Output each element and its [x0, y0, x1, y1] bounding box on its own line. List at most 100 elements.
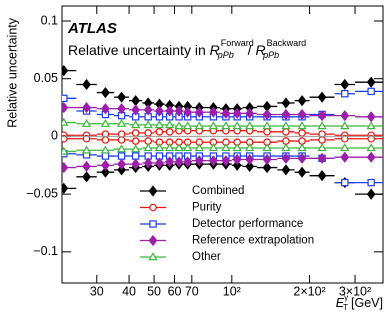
marker [117, 103, 126, 115]
marker [155, 128, 164, 136]
marker [297, 166, 307, 178]
marker [131, 120, 141, 129]
marker [117, 136, 126, 144]
marker [62, 65, 69, 77]
marker [262, 108, 272, 121]
y-tick-label: −0.05 [26, 186, 58, 200]
atlas-label: ATLAS [67, 20, 117, 37]
legend-label: Other [192, 251, 221, 263]
subtitle-part: R [255, 42, 265, 58]
marker [165, 156, 175, 168]
marker [366, 111, 376, 123]
marker [282, 128, 290, 136]
marker [366, 188, 376, 200]
marker [174, 143, 184, 152]
marker [281, 143, 291, 152]
x-label-part: γ [344, 293, 348, 302]
marker [131, 95, 141, 107]
plot-frame [61, 5, 384, 284]
y-axis-label: Relative uncertainty [5, 17, 19, 128]
marker [100, 145, 111, 154]
marker [232, 107, 242, 119]
marker [297, 121, 307, 130]
marker [367, 178, 375, 187]
marker [82, 160, 91, 173]
marker [81, 118, 92, 127]
subtitle-part: / [244, 42, 256, 58]
subtitle-part: pPb [217, 50, 234, 60]
x-tick-label: 50 [147, 284, 161, 298]
marker [82, 171, 91, 183]
marker [317, 170, 327, 182]
marker [165, 105, 175, 117]
marker [101, 159, 110, 171]
marker [174, 121, 184, 130]
marker [208, 143, 219, 152]
marker [340, 110, 350, 122]
marker [245, 107, 255, 119]
x-label-part: E [336, 296, 345, 310]
marker [101, 136, 110, 144]
marker [232, 159, 242, 171]
marker [131, 137, 140, 145]
data-layer [62, 65, 383, 200]
marker [297, 95, 307, 107]
marker [297, 152, 307, 164]
marker [340, 121, 350, 130]
subtitle-part: pPb [262, 50, 279, 60]
marker [131, 144, 141, 153]
marker [82, 101, 91, 114]
marker [262, 121, 272, 130]
marker [82, 134, 91, 143]
marker [143, 143, 153, 152]
marker [366, 151, 376, 163]
y-tick-label: 0.1 [41, 13, 58, 27]
marker [183, 156, 193, 168]
subtitle: Relative uncertainty in RForward pPb / RB… [68, 38, 306, 60]
marker [143, 104, 153, 116]
marker [317, 91, 327, 103]
x-tick-label: 70 [185, 284, 199, 298]
marker [281, 97, 291, 109]
legend-label: Combined [192, 185, 244, 197]
legend-marker [148, 185, 158, 197]
marker [366, 143, 376, 152]
marker [101, 166, 110, 178]
x-tick-label: 3×10² [339, 284, 371, 298]
marker [62, 162, 69, 174]
marker [62, 146, 69, 155]
marker [232, 143, 242, 152]
marker [100, 118, 111, 127]
x-axis-label: Eγ T [GeV] [336, 293, 383, 312]
marker [340, 134, 349, 143]
legend-marker [149, 203, 157, 212]
marker [317, 121, 327, 130]
marker [101, 152, 110, 160]
marker [154, 143, 165, 152]
marker [117, 91, 126, 103]
marker [297, 143, 307, 152]
marker [232, 121, 242, 130]
marker [367, 87, 375, 96]
marker [131, 104, 141, 116]
marker [143, 120, 153, 129]
marker [341, 178, 349, 187]
marker [117, 152, 126, 160]
marker [165, 120, 175, 129]
marker [209, 106, 218, 118]
marker [143, 157, 153, 169]
marker [62, 101, 69, 114]
x-tick-label: 30 [90, 284, 104, 298]
marker [183, 143, 193, 152]
marker [144, 129, 152, 137]
marker [116, 144, 127, 153]
marker [183, 121, 193, 130]
marker [318, 136, 326, 144]
marker [340, 151, 350, 163]
marker [262, 162, 272, 174]
legend-marker [149, 220, 157, 228]
marker [165, 128, 174, 136]
marker [194, 106, 204, 118]
marker [62, 94, 68, 103]
marker [317, 110, 327, 122]
